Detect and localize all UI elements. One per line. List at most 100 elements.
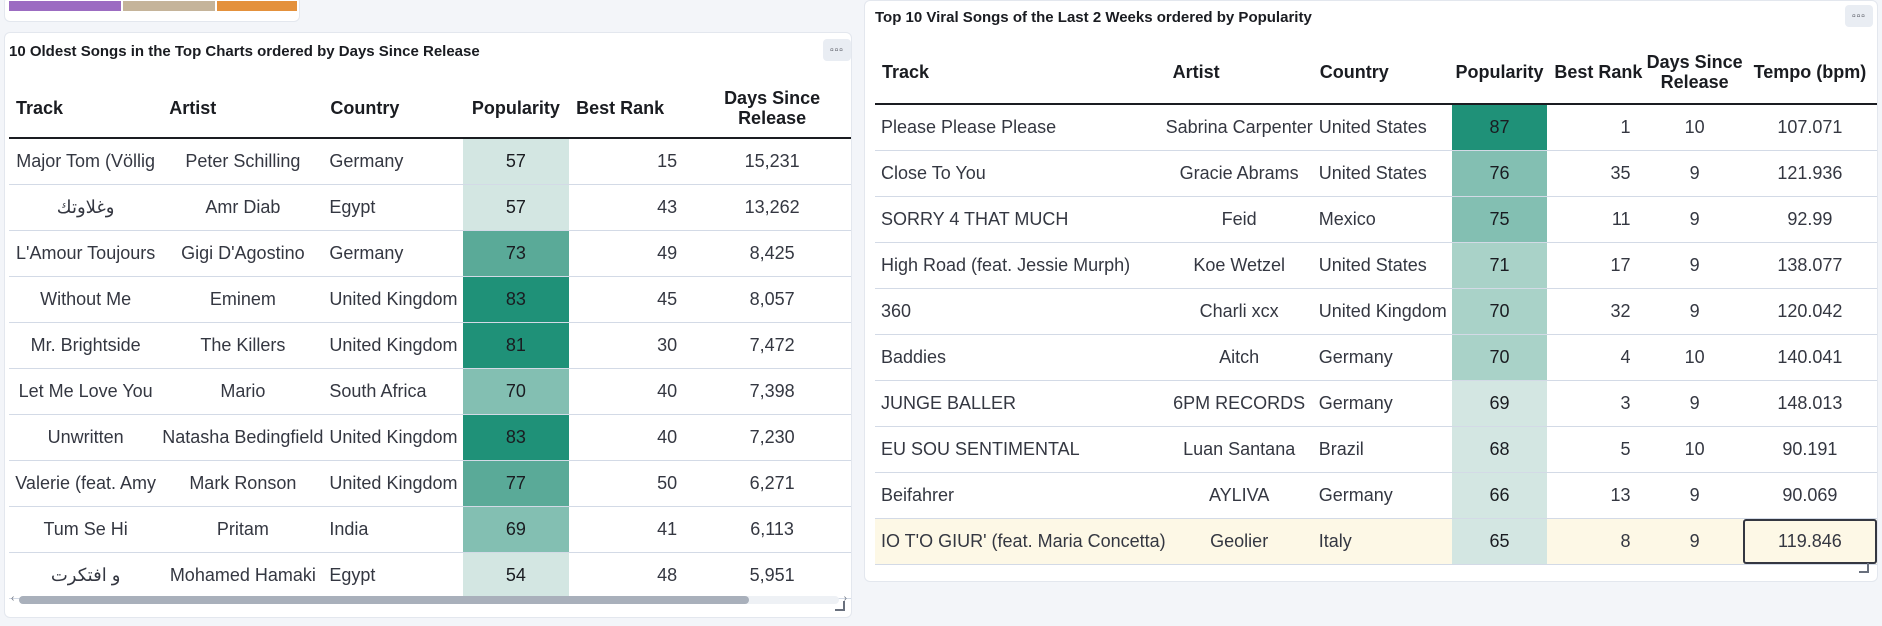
table-row[interactable]: Tum Se Hi Pritam India 69 41 6,113 [9,506,851,553]
horizontal-scrollbar[interactable]: ‹ › [11,593,847,607]
cell-best-rank[interactable]: 8 [1547,518,1647,565]
cell-popularity[interactable]: 71 [1451,242,1548,289]
cell-popularity[interactable]: 83 [462,414,570,461]
cell-days-since-release[interactable]: 15,231 [693,138,851,185]
cell-country[interactable]: India [323,506,463,553]
cell-track[interactable]: Mr. Brightside [9,322,163,369]
cell-artist[interactable]: 6PM RECORDS [1165,380,1313,427]
table-row[interactable]: وغلاوتك Amr Diab Egypt 57 43 13,262 [9,184,851,231]
cell-track[interactable]: Tum Se Hi [9,506,163,553]
table-row[interactable]: Without Me Eminem United Kingdom 83 45 8,057 [9,276,851,323]
cell-days-since-release[interactable]: 6,113 [693,506,851,553]
column-header-track[interactable]: Track [875,41,1166,105]
cell-country[interactable]: Germany [1312,472,1452,519]
table-row[interactable]: JUNGE BALLER 6PM RECORDS Germany 69 3 9 148.01… [875,380,1877,427]
cell-popularity[interactable]: 70 [1451,288,1548,335]
cell-tempo[interactable]: 119.846 [1742,518,1877,565]
cell-track[interactable]: EU SOU SENTIMENTAL [875,426,1166,473]
cell-days-since-release[interactable]: 7,398 [693,368,851,415]
table-row[interactable]: Beifahrer AYLIVA Germany 66 13 9 90.069 [875,472,1877,519]
cell-best-rank[interactable]: 30 [569,322,694,369]
cell-popularity[interactable]: 77 [462,460,570,507]
cell-popularity[interactable]: 83 [462,276,570,323]
table-row[interactable]: 360 Charli xcx United Kingdom 70 32 9 120.042 [875,288,1877,335]
table-row[interactable]: Mr. Brightside The Killers United Kingdom 8… [9,322,851,369]
cell-days-since-release[interactable]: 13,262 [693,184,851,231]
cell-track[interactable]: 360 [875,288,1166,335]
column-header-best-rank[interactable]: Best Rank [1547,41,1647,105]
cell-tempo[interactable]: 121.936 [1742,150,1877,197]
column-header-best-rank[interactable]: Best Rank [569,79,694,139]
table-row[interactable]: SORRY 4 THAT MUCH Feid Mexico 75 11 9 92.99 [875,196,1877,243]
cell-artist[interactable]: Peter Schilling [162,138,324,185]
cell-country[interactable]: Egypt [323,184,463,231]
column-header-country[interactable]: Country [323,79,463,139]
cell-artist[interactable]: Gigi D'Agostino [162,230,324,277]
cell-artist[interactable]: Luan Santana [1165,426,1313,473]
cell-artist[interactable]: Mario [162,368,324,415]
cell-best-rank[interactable]: 45 [569,276,694,323]
cell-days-since-release[interactable]: 10 [1646,104,1743,151]
column-header-artist[interactable]: Artist [1165,41,1313,105]
scroll-right-icon[interactable]: › [843,593,847,604]
cell-country[interactable]: United Kingdom [323,460,463,507]
cell-country[interactable]: Italy [1312,518,1452,565]
cell-country[interactable]: United States [1312,150,1452,197]
table-row[interactable]: EU SOU SENTIMENTAL Luan Santana Brazil 68 5 1… [875,426,1877,473]
cell-country[interactable]: Germany [323,138,463,185]
column-header-tempo[interactable]: Tempo (bpm) [1742,41,1877,105]
cell-artist[interactable]: AYLIVA [1165,472,1313,519]
cell-days-since-release[interactable]: 9 [1646,150,1743,197]
cell-country[interactable]: Germany [1312,380,1452,427]
cell-best-rank[interactable]: 40 [569,368,694,415]
cell-best-rank[interactable]: 13 [1547,472,1647,519]
cell-artist[interactable]: Sabrina Carpenter [1165,104,1313,151]
cell-days-since-release[interactable]: 9 [1646,380,1743,427]
cell-country[interactable]: South Africa [323,368,463,415]
table-row[interactable]: Valerie (feat. Amy Mark Ronson United King… [9,460,851,507]
cell-popularity[interactable]: 69 [1451,380,1548,427]
cell-days-since-release[interactable]: 7,230 [693,414,851,461]
cell-days-since-release[interactable]: 9 [1646,196,1743,243]
cell-best-rank[interactable]: 4 [1547,334,1647,381]
cell-best-rank[interactable]: 1 [1547,104,1647,151]
cell-days-since-release[interactable]: 9 [1646,288,1743,335]
cell-popularity[interactable]: 68 [1451,426,1548,473]
cell-best-rank[interactable]: 43 [569,184,694,231]
cell-country[interactable]: United Kingdom [323,414,463,461]
table-row[interactable]: Major Tom (Völlig Peter Schilling Germany 5… [9,138,851,185]
cell-artist[interactable]: Koe Wetzel [1165,242,1313,289]
cell-popularity[interactable]: 57 [462,184,570,231]
cell-days-since-release[interactable]: 10 [1646,334,1743,381]
cell-popularity[interactable]: 70 [462,368,570,415]
cell-days-since-release[interactable]: 5,951 [693,552,851,599]
cell-track[interactable]: JUNGE BALLER [875,380,1166,427]
column-header-track[interactable]: Track [9,79,163,139]
cell-country[interactable]: Germany [323,230,463,277]
cell-best-rank[interactable]: 5 [1547,426,1647,473]
panel-options-button[interactable]: ▫▫▫ [823,39,851,61]
cell-track[interactable]: SORRY 4 THAT MUCH [875,196,1166,243]
table-row[interactable]: Unwritten Natasha Bedingfield United Kingd… [9,414,851,461]
cell-track[interactable]: وغلاوتك [9,184,163,231]
cell-popularity[interactable]: 81 [462,322,570,369]
cell-best-rank[interactable]: 48 [569,552,694,599]
cell-best-rank[interactable]: 17 [1547,242,1647,289]
cell-country[interactable]: United Kingdom [1312,288,1452,335]
column-header-artist[interactable]: Artist [162,79,324,139]
cell-popularity[interactable]: 54 [462,552,570,599]
cell-track[interactable]: Close To You [875,150,1166,197]
column-header-days-since-release[interactable]: Days Since Release [1646,41,1743,105]
cell-country[interactable]: Egypt [323,552,463,599]
panel-options-button[interactable]: ▫▫▫ [1845,5,1873,27]
cell-days-since-release[interactable]: 10 [1646,426,1743,473]
cell-track[interactable]: Let Me Love You [9,368,163,415]
cell-track[interactable]: Valerie (feat. Amy [9,460,163,507]
cell-tempo[interactable]: 92.99 [1742,196,1877,243]
cell-track[interactable]: Major Tom (Völlig [9,138,163,185]
cell-artist[interactable]: Mohamed Hamaki [162,552,324,599]
cell-track[interactable]: High Road (feat. Jessie Murph) [875,242,1166,289]
cell-popularity[interactable]: 73 [462,230,570,277]
cell-track[interactable]: IO T'O GIUR' (feat. Maria Concetta) [875,518,1166,565]
cell-artist[interactable]: Aitch [1165,334,1313,381]
